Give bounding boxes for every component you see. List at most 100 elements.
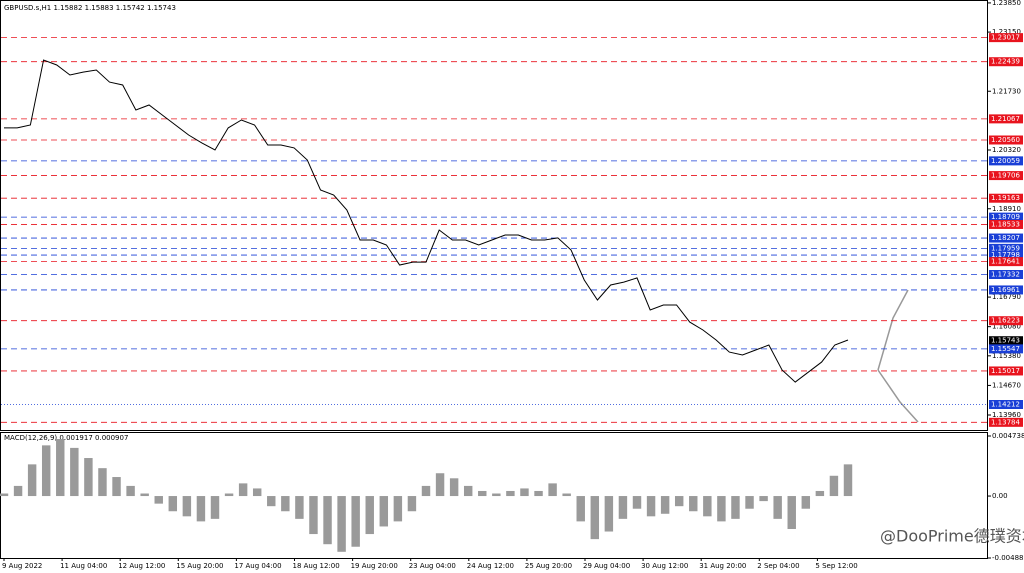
macd-bar <box>112 477 121 497</box>
level-label-box <box>989 135 1023 145</box>
macd-bar <box>56 439 65 497</box>
watermark: @DooPrime德璞资本 <box>880 527 1024 546</box>
y-tick-label: 1.18910 <box>992 205 1021 213</box>
x-tick-label: 29 Aug 04:00 <box>583 562 630 570</box>
macd-bar <box>168 496 178 512</box>
level-label: 1.18207 <box>991 234 1020 242</box>
macd-bar <box>379 496 389 527</box>
x-tick-label: 24 Aug 12:00 <box>467 562 514 570</box>
level-label: 1.22439 <box>991 58 1020 66</box>
macd-bar <box>309 496 318 535</box>
macd-bar <box>196 496 206 522</box>
macd-bar <box>210 496 220 519</box>
macd-bar <box>224 493 234 497</box>
macd-title: MACD(12,26,9) 0.001917 0.000907 <box>4 434 128 442</box>
level-label-box <box>989 250 1023 260</box>
x-tick-label: 23 Aug 04:00 <box>409 562 456 570</box>
x-tick-label: 15 Aug 20:00 <box>176 562 223 570</box>
macd-bar <box>323 496 332 545</box>
macd-bar <box>576 496 585 522</box>
y-tick-label: 0.00 <box>992 492 1008 500</box>
macd-bar <box>548 483 557 497</box>
macd-bar <box>618 496 628 519</box>
macd-bar <box>759 496 768 502</box>
macd-bar <box>337 496 346 552</box>
macd-bar <box>84 458 93 497</box>
level-label: 1.23017 <box>991 34 1020 42</box>
level-label: 1.17959 <box>991 244 1020 252</box>
macd-bar <box>238 483 248 497</box>
macd-bar <box>689 496 698 512</box>
level-label-box <box>989 344 1023 354</box>
level-label: 1.17641 <box>991 258 1020 266</box>
level-label-box <box>989 33 1023 43</box>
level-label: 1.19163 <box>991 194 1020 202</box>
macd-bar <box>13 485 23 497</box>
level-label-box <box>989 257 1023 267</box>
macd-bar <box>281 496 290 512</box>
y-tick-label: 1.16790 <box>992 293 1021 301</box>
level-label: 1.14212 <box>991 401 1020 409</box>
macd-bar <box>435 473 445 497</box>
macd-bar <box>393 496 403 522</box>
macd-bar <box>407 496 417 512</box>
x-tick-label: 12 Aug 12:00 <box>118 562 165 570</box>
y-tick-label: 1.23150 <box>992 28 1021 36</box>
macd-bar <box>421 485 431 497</box>
x-tick-label: 31 Aug 20:00 <box>699 562 746 570</box>
macd-bar <box>717 496 726 522</box>
macd-bar <box>590 496 600 540</box>
level-label-box <box>989 243 1023 253</box>
macd-bar <box>534 490 543 497</box>
x-tick-label: 18 Aug 12:00 <box>293 562 340 570</box>
macd-bar <box>27 464 37 497</box>
macd-bar <box>267 496 276 507</box>
y-tick-label: 1.14670 <box>992 381 1021 389</box>
macd-bar <box>815 490 825 497</box>
macd-bar <box>295 496 304 519</box>
macd-bar <box>787 496 796 529</box>
level-label: 1.18533 <box>991 220 1020 228</box>
price-frame <box>0 0 988 431</box>
macd-bar <box>98 468 107 497</box>
macd-bar <box>478 490 487 497</box>
level-label-box <box>989 171 1023 181</box>
macd-bar <box>140 493 149 497</box>
level-label: 1.17332 <box>991 271 1020 279</box>
macd-bar <box>182 496 192 517</box>
level-label-box <box>989 285 1023 295</box>
y-tick-label: 1.23850 <box>992 0 1021 7</box>
price-line <box>4 59 849 383</box>
level-label-box <box>989 400 1023 409</box>
y-tick-label: 1.21730 <box>992 87 1021 95</box>
y-tick-label: 0.004738 <box>992 432 1024 440</box>
macd-bar <box>773 496 782 519</box>
level-label-box <box>989 270 1023 279</box>
level-label-box <box>989 316 1023 326</box>
macd-bar <box>646 496 656 517</box>
macd-bar <box>506 490 515 497</box>
y-tick-label: 1.13960 <box>992 411 1021 419</box>
macd-bar <box>492 493 501 497</box>
level-label-box <box>989 156 1023 166</box>
x-tick-label: 5 Sep 12:00 <box>815 562 857 570</box>
level-label: 1.15743 <box>991 337 1020 345</box>
macd-bar <box>449 478 459 497</box>
level-label-box <box>989 114 1023 124</box>
level-label: 1.15017 <box>991 367 1020 375</box>
macd-bar <box>154 496 163 504</box>
projection-arrow-up <box>877 289 909 371</box>
level-label: 1.18709 <box>991 213 1020 221</box>
y-tick-label: 1.15380 <box>992 352 1021 360</box>
chart-title: GBPUSD.s,H1 1.15882 1.15883 1.15742 1.15… <box>4 4 176 12</box>
x-tick-label: 19 Aug 20:00 <box>351 562 398 570</box>
macd-bar <box>463 485 473 497</box>
macd-bar <box>829 475 839 497</box>
level-label: 1.20059 <box>991 157 1020 165</box>
level-label-box <box>989 417 1023 427</box>
level-label: 1.21067 <box>991 115 1020 123</box>
y-tick-label: 1.16080 <box>992 323 1021 331</box>
level-label: 1.19706 <box>991 172 1020 180</box>
level-label: 1.17798 <box>991 251 1020 259</box>
